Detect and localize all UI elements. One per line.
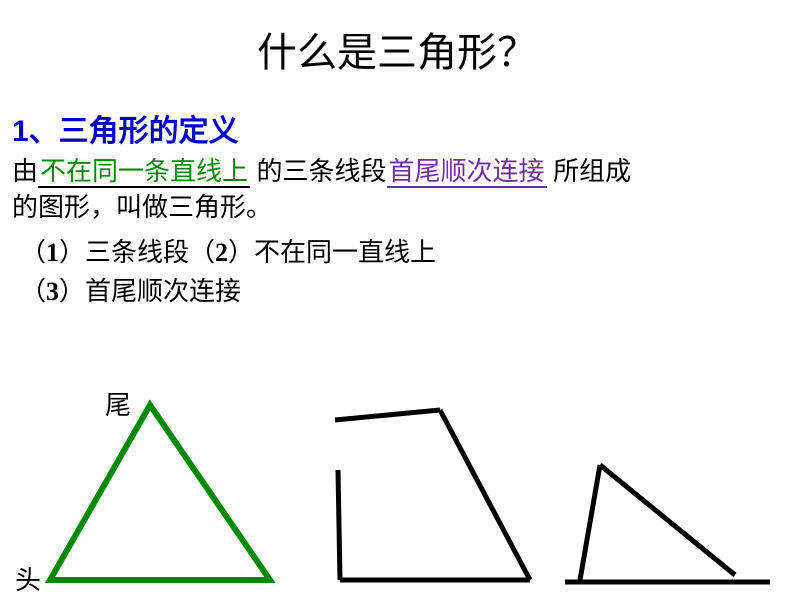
blank-green-text: 不在同一条直线上 bbox=[38, 157, 250, 188]
definition-text: 由不在同一条直线上 的三条线段首尾顺次连接 所组成 的图形，叫做三角形。 bbox=[12, 154, 794, 227]
blank-purple-text: 首尾顺次连接 bbox=[387, 157, 547, 188]
point1-num: 1 bbox=[46, 238, 59, 267]
slide-title: 什么是三角形？ bbox=[0, 20, 794, 78]
point2-text: ）不在同一直线上 bbox=[228, 238, 436, 267]
def-mid1: 的三条线段 bbox=[250, 157, 387, 186]
label-head: 头 bbox=[15, 560, 41, 597]
def-mid2: 所组成 bbox=[547, 157, 632, 186]
point2-num: 2 bbox=[215, 238, 228, 267]
point1-text: ）三条线段（ bbox=[59, 238, 215, 267]
point3-num: 3 bbox=[46, 277, 59, 306]
def-prefix: 由 bbox=[12, 157, 38, 186]
section-heading: 1、三角形的定义 bbox=[12, 106, 794, 150]
diagram-area: 尾 头 bbox=[0, 380, 794, 610]
point3-text: ）首尾顺次连接 bbox=[59, 277, 241, 306]
label-tail: 尾 bbox=[105, 385, 131, 422]
def-line2: 的图形，叫做三角形。 bbox=[12, 193, 272, 222]
key-points: （1）三条线段（2）不在同一直线上 （3）首尾顺次连接 bbox=[20, 233, 794, 311]
